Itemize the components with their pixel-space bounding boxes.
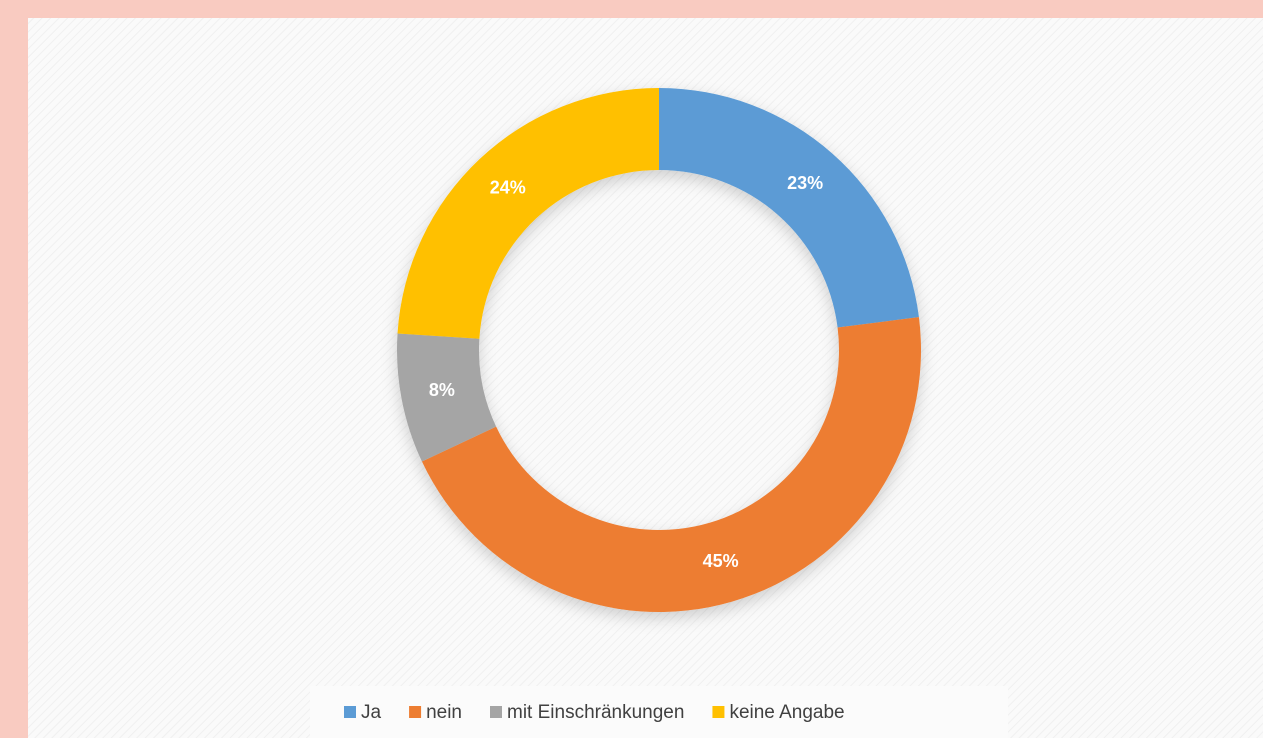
slice — [397, 333, 497, 462]
data-label: 23% — [787, 173, 823, 193]
data-labels: 23% 45% 8% 24% — [429, 173, 823, 571]
legend-swatch — [712, 706, 725, 718]
legend-box — [310, 686, 1008, 738]
legend-label: mit Einschränkungen — [507, 702, 684, 723]
data-label: 24% — [490, 178, 526, 198]
data-label: 45% — [703, 551, 739, 571]
legend-swatch — [409, 706, 422, 718]
legend-swatch — [490, 706, 502, 718]
slice — [421, 317, 922, 612]
donut — [397, 88, 922, 612]
legend-swatch — [344, 706, 356, 718]
legend: Ja nein mit Einschränkungen keine Angabe — [344, 702, 845, 723]
legend-label: keine Angabe — [729, 702, 844, 723]
legend-label: nein — [426, 702, 462, 723]
data-label: 8% — [429, 380, 455, 400]
slice — [659, 88, 919, 328]
slice — [397, 88, 659, 339]
legend-label: Ja — [361, 702, 382, 723]
